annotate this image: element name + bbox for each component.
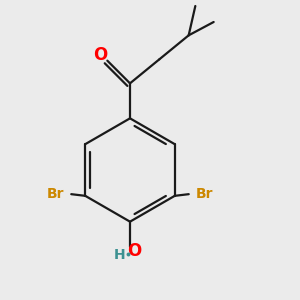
Text: O: O bbox=[127, 242, 141, 260]
Text: Br: Br bbox=[196, 187, 214, 201]
Text: H: H bbox=[114, 248, 126, 262]
Text: Br: Br bbox=[46, 187, 64, 201]
Text: O: O bbox=[93, 46, 107, 64]
